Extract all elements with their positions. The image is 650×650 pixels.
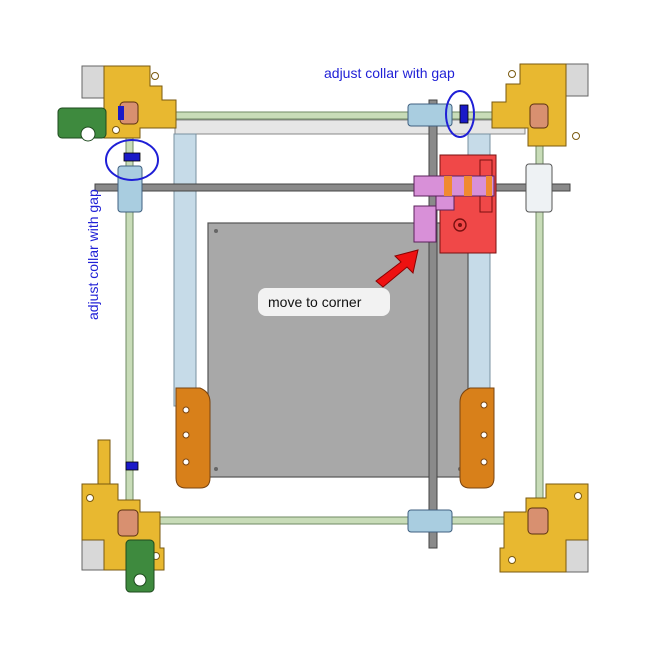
corner-bracket-top-right [491,63,589,147]
move-label: move to corner [268,294,362,310]
bearing-blocks [117,103,553,533]
collar-highlight-circle-icon [445,90,475,138]
red-arrow-icon [375,249,419,288]
move-label-group: move to corner [258,288,390,316]
print-bed [207,222,469,478]
bed-clip-right [459,387,495,489]
print-head-carriage [413,154,497,254]
corner-bracket-bottom-right [499,483,589,573]
corner-bracket-bottom-left [81,439,165,593]
corner-bracket-top-left [57,65,177,142]
collar-highlight-circle-icon [105,139,159,181]
bed-clip-left [175,387,211,489]
top-collar-label: adjust collar with gap [324,65,455,81]
side-collar-label: adjust collar with gap [85,189,101,320]
gantry-rods [94,99,571,549]
